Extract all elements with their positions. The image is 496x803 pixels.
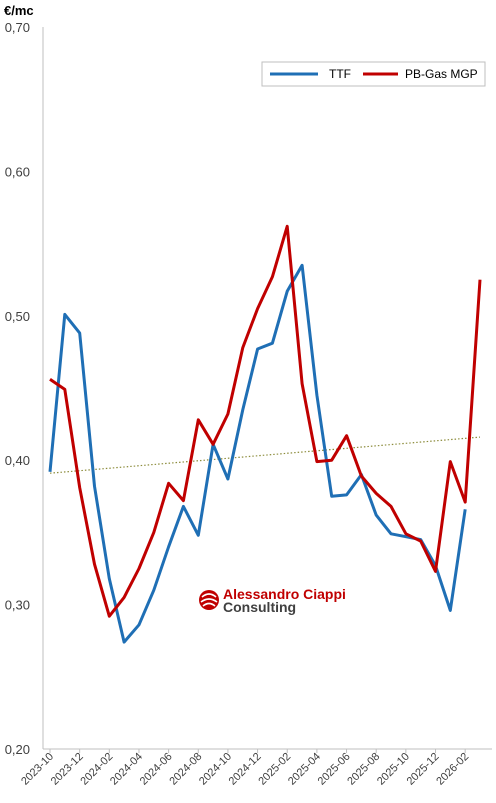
series-line-ttf (48, 263, 467, 644)
legend: TTF PB-Gas MGP (261, 61, 486, 87)
y-tick-label: 0,30 (5, 598, 30, 613)
y-tick-label: 0,60 (5, 164, 30, 179)
y-axis-ticks: 0,20 0,30 0,40 0,50 0,60 0,70 (5, 20, 30, 757)
legend-label-ttf: TTF (329, 67, 351, 81)
legend-label-pb-gas-mgp: PB-Gas MGP (405, 67, 478, 81)
y-tick-label: 0,70 (5, 20, 30, 35)
logo-emblem-icon (199, 590, 219, 610)
x-tick-label: 2026-02 (434, 751, 471, 788)
watermark-line1: Alessandro Ciappi (223, 586, 346, 602)
series-line-pb-gas-mgp (49, 224, 482, 618)
series-lines (48, 224, 482, 644)
watermark-line2: Consulting (223, 599, 296, 615)
x-axis-ticks: 2023-102023-122024-022024-042024-062024-… (19, 749, 471, 788)
y-tick-label: 0,40 (5, 453, 30, 468)
watermark-logo: Alessandro Ciappi Consulting (199, 586, 346, 615)
y-tick-label: 0,50 (5, 309, 30, 324)
y-tick-label: 0,20 (5, 742, 30, 757)
y-axis-unit-label: €/mc (4, 3, 34, 18)
trend-line (49, 436, 481, 474)
